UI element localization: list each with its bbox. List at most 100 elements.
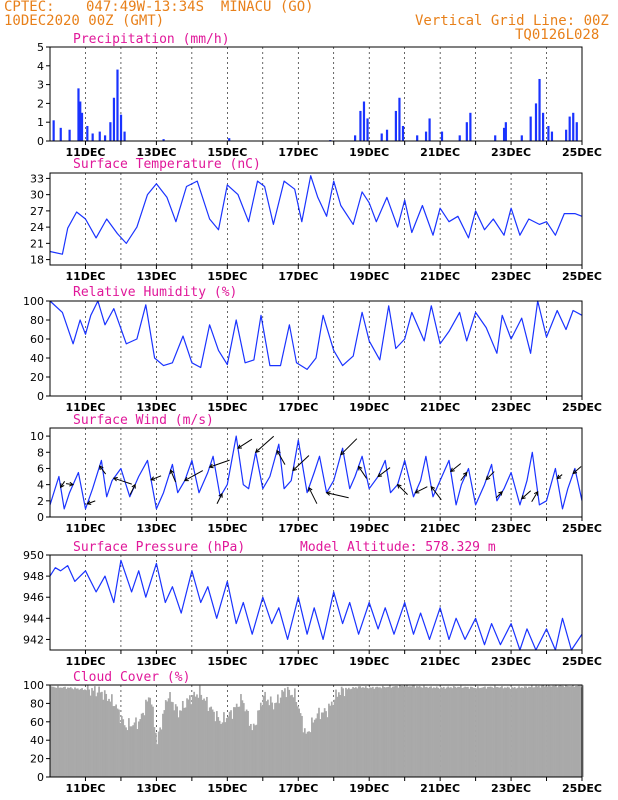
cloud-bar	[442, 686, 445, 777]
wind-arrowhead	[556, 474, 562, 480]
cloud-bar	[367, 688, 370, 777]
precip-bar	[572, 112, 575, 141]
x-tick-label: 23DEC	[491, 655, 531, 668]
cloud-bar	[349, 689, 352, 777]
precip-bar	[504, 122, 507, 141]
cloud-bar	[492, 687, 495, 777]
cloud-bar	[434, 687, 437, 777]
cloud-bar	[553, 685, 556, 777]
x-tick-label: 21DEC	[420, 401, 460, 414]
precip-bar	[385, 129, 389, 141]
wind-vector	[430, 486, 442, 500]
cloud-bar	[454, 686, 457, 777]
cloud-bar	[386, 687, 388, 777]
cloud-bar	[51, 686, 54, 777]
wind-vector	[358, 466, 367, 479]
cloud-bar	[299, 713, 302, 777]
precip-bar	[80, 112, 84, 141]
cloud-bar	[294, 688, 296, 777]
x-tick-label: 19DEC	[349, 655, 389, 668]
cloud-bar	[245, 709, 248, 777]
cloud-bar	[359, 686, 361, 777]
y-tick-label: 30	[30, 189, 44, 202]
wind-arrowhead	[377, 472, 383, 478]
wind-arrowhead	[86, 500, 92, 505]
y-tick-label: 0	[37, 511, 44, 524]
cloud-bar	[522, 688, 525, 777]
precip-bar	[86, 125, 89, 141]
header-source: CPTEC:	[4, 0, 55, 15]
cloud-bar	[275, 702, 278, 777]
wind-vector	[292, 455, 310, 471]
precip-bar	[428, 118, 431, 141]
precip-bar	[119, 114, 123, 141]
cloud-bar	[156, 744, 159, 777]
cloud-bar	[75, 688, 78, 777]
cloud-bar	[285, 697, 288, 777]
header-grid-note: Vertical Grid Line: 00Z	[415, 13, 609, 29]
cloud-bar	[312, 722, 315, 777]
x-tick-label: 19DEC	[349, 522, 389, 535]
cloud-bar	[89, 695, 92, 777]
cloud-bar	[221, 722, 224, 777]
cloud-bar	[305, 733, 308, 777]
x-tick-label: 15DEC	[207, 146, 247, 159]
cloud-bar	[380, 688, 383, 777]
cloud-bar	[211, 709, 214, 777]
cloud-bar	[193, 691, 196, 777]
x-tick-label: 17DEC	[278, 655, 318, 668]
cloud-bar	[452, 686, 455, 777]
cloud-bar	[296, 706, 299, 777]
wind-vector	[485, 471, 495, 480]
cloud-bar	[414, 687, 417, 777]
cloud-bar	[58, 687, 61, 777]
cloud-bar	[86, 685, 89, 777]
x-tick-label: 15DEC	[207, 782, 247, 795]
precip-bar	[440, 131, 444, 141]
cloud-bar	[389, 685, 391, 777]
cloud-bar	[122, 719, 125, 777]
cloud-bar	[72, 689, 75, 777]
cloud-bar	[362, 687, 364, 777]
wind-vector	[216, 493, 223, 504]
cloud-bar	[523, 686, 526, 777]
cloud-bar	[96, 692, 99, 777]
cloud-bar	[569, 686, 571, 777]
cloud-bar	[509, 688, 512, 777]
cloud-bar	[313, 719, 316, 777]
wind-vector	[65, 483, 74, 486]
x-tick-label: 11DEC	[65, 401, 105, 414]
cloud-bar	[363, 687, 366, 777]
wind-arrowhead	[498, 490, 503, 496]
x-tick-label: 19DEC	[349, 401, 389, 414]
cloud-bar	[413, 685, 415, 777]
cloud-bar	[396, 686, 398, 777]
cloud-bar	[282, 691, 285, 777]
precip-bar	[465, 122, 468, 141]
cloud-bar	[133, 722, 136, 777]
cloud-bar	[535, 685, 537, 777]
cloud-bar	[109, 701, 112, 777]
cloud-bar	[357, 686, 360, 777]
cloud-bar	[433, 687, 435, 777]
y-tick-label: 80	[30, 314, 44, 327]
cloud-bar	[467, 686, 469, 777]
precip-bar	[398, 97, 401, 141]
y-tick-label: 5	[37, 41, 44, 54]
cloud-bar	[311, 717, 313, 777]
y-tick-label: 100	[23, 295, 44, 308]
cloud-bar	[347, 687, 350, 777]
precip-bar	[529, 116, 532, 141]
y-tick-label: 20	[30, 753, 44, 766]
cloud-bar	[316, 713, 319, 777]
cloud-bar	[474, 687, 476, 777]
cloud-bar	[136, 729, 139, 777]
cloud-bar	[197, 697, 200, 777]
cloud-bar	[477, 686, 479, 777]
cloud-bar	[520, 687, 523, 777]
cloud-bar	[418, 685, 421, 777]
panel-title: Surface Temperature (nC)	[73, 157, 261, 172]
cloud-bar	[464, 686, 466, 777]
y-tick-label: 948	[23, 570, 44, 583]
cloud-bar	[471, 687, 474, 777]
